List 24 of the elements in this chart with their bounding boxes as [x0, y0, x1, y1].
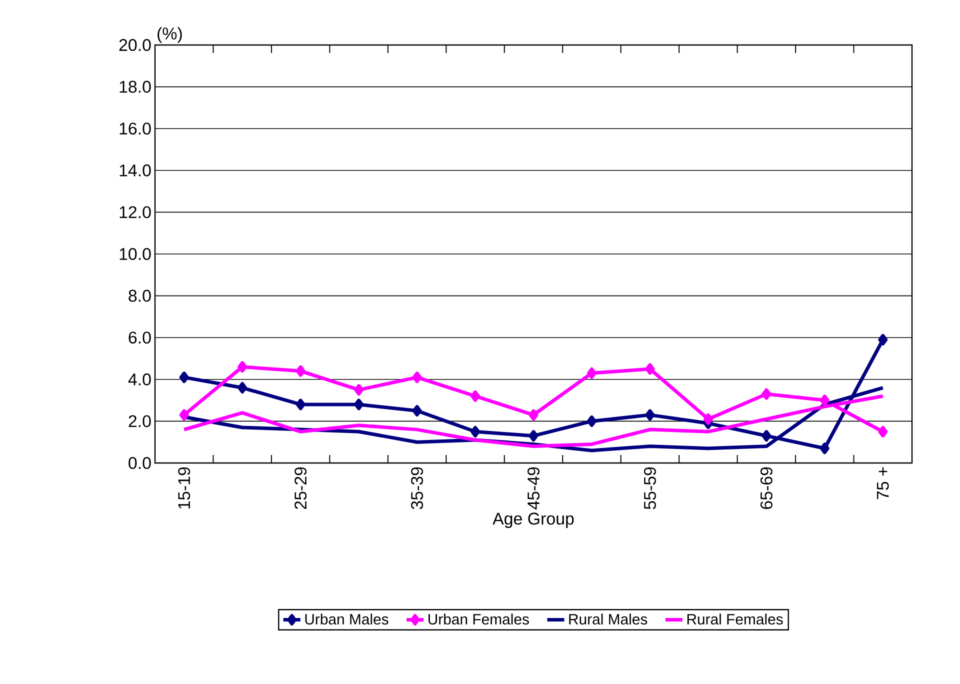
legend-label: Urban Males: [305, 614, 388, 625]
y-tick-label: 10.0: [120, 248, 151, 260]
x-tick-label: 25-29: [294, 467, 307, 509]
x-tick-label: 55-59: [644, 467, 656, 510]
legend-label: Rural Females: [687, 614, 783, 625]
y-axis-title: (%): [158, 27, 182, 43]
y-tick-label: 12.0: [120, 206, 151, 218]
x-tick-label: 65-69: [760, 467, 772, 509]
y-tick-label: 16.0: [120, 122, 151, 135]
x-tick-label: 45-49: [528, 467, 540, 510]
y-tick-label: 8.0: [128, 290, 151, 302]
x-axis-title: Age Group: [492, 512, 574, 528]
legend-label: Rural Males: [569, 614, 648, 625]
y-tick-label: 4.0: [128, 373, 151, 386]
y-tick-label: 6.0: [128, 332, 151, 344]
y-tick-label: 18.0: [120, 80, 151, 93]
y-tick-label: 2.0: [128, 415, 151, 428]
y-tick-label: 0.0: [128, 457, 151, 469]
x-tick-label: 35-39: [411, 467, 424, 510]
y-tick-label: 20.0: [119, 39, 151, 51]
y-tick-label: 14.0: [120, 164, 151, 176]
x-tick-label: 15-19: [178, 467, 190, 509]
legend-label: Urban Females: [428, 614, 529, 625]
x-tick-label: 75 +: [876, 467, 889, 500]
